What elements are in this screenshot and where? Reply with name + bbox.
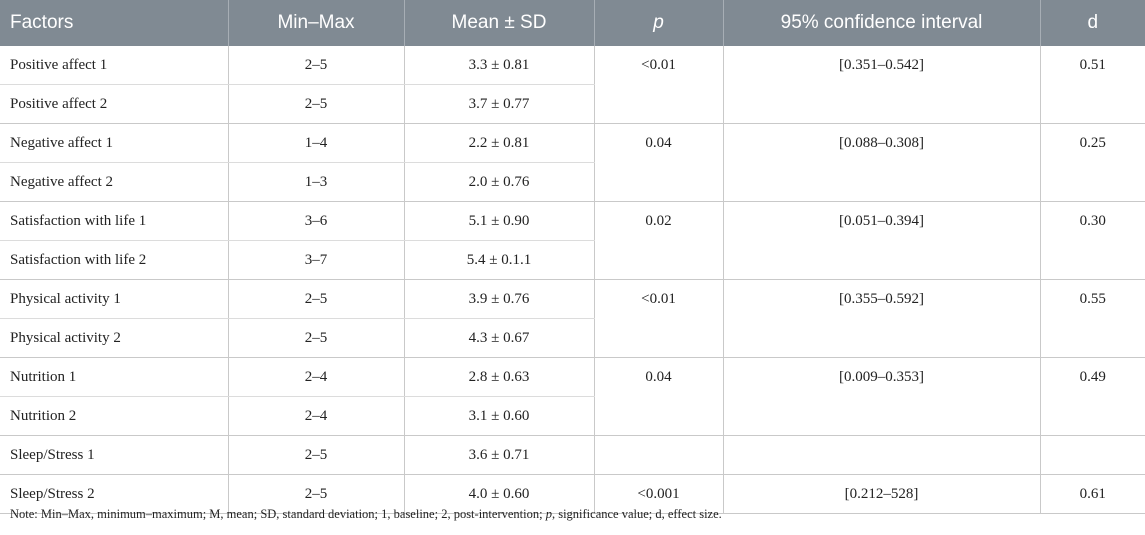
cell-mean-sd: 3.3 ± 0.81 [403,46,594,85]
header-min-max: Min–Max [227,0,404,46]
cell-mean-sd: 4.0 ± 0.60 [403,474,594,514]
statistics-table: Factors Min–Max Mean ± SD p 95% confiden… [0,0,1145,514]
cell-confidence-interval: [0.355–0.592] [722,279,1040,358]
cell-d: 0.30 [1039,201,1145,280]
cell-p [593,435,723,475]
table-row: Sleep/Stress 2 2–5 4.0 ± 0.60 <0.001 [0.… [0,474,1145,514]
cell-p: 0.04 [593,357,723,436]
cell-confidence-interval: [0.051–0.394] [722,201,1040,280]
header-row: Factors Min–Max Mean ± SD p 95% confiden… [0,0,1145,46]
header-factors: Factors [0,0,228,46]
cell-p: 0.04 [593,123,723,202]
cell-p: <0.01 [593,46,723,124]
cell-min-max: 3–7 [227,240,404,280]
cell-mean-sd: 2.2 ± 0.81 [403,123,594,163]
table-row: Negative affect 1 1–4 2.2 ± 0.81 0.04 [0… [0,123,1145,202]
cell-d [1039,435,1145,475]
cell-mean-sd: 5.4 ± 0.1.1 [403,240,594,280]
cell-confidence-interval [722,435,1040,475]
cell-factor: Satisfaction with life 2 [0,240,228,280]
table-note: Note: Min–Max, minimum–maximum; M, mean;… [10,507,722,522]
cell-mean-sd: 3.6 ± 0.71 [403,435,594,475]
header-mean-sd: Mean ± SD [403,0,594,46]
cell-factor: Negative affect 2 [0,162,228,202]
note-p-symbol: p [545,507,552,521]
cell-d: 0.51 [1039,46,1145,124]
cell-factor: Physical activity 1 [0,279,228,319]
header-p: p [593,0,723,46]
table-row: Satisfaction with life 2 3–7 5.4 ± 0.1.1 [0,240,1145,280]
cell-min-max: 2–5 [227,84,404,124]
cell-factor: Positive affect 1 [0,46,228,85]
cell-factor: Physical activity 2 [0,318,228,358]
cell-confidence-interval: [0.351–0.542] [722,46,1040,124]
cell-p: <0.01 [593,279,723,358]
table-row: Physical activity 2 2–5 4.3 ± 0.67 [0,318,1145,358]
cell-factor: Sleep/Stress 2 [0,474,228,514]
cell-min-max: 2–5 [227,318,404,358]
cell-confidence-interval: [0.088–0.308] [722,123,1040,202]
cell-min-max: 3–6 [227,201,404,241]
table-row: Positive affect 2 2–5 3.7 ± 0.77 [0,84,1145,124]
cell-mean-sd: 2.0 ± 0.76 [403,162,594,202]
cell-factor: Nutrition 2 [0,396,228,436]
table-row: Positive affect 1 2–5 3.3 ± 0.81 <0.01 [… [0,46,1145,124]
cell-mean-sd: 5.1 ± 0.90 [403,201,594,241]
table-row: Nutrition 2 2–4 3.1 ± 0.60 [0,396,1145,436]
table-row: Nutrition 1 2–4 2.8 ± 0.63 0.04 [0.009–0… [0,357,1145,436]
table-row: Physical activity 1 2–5 3.9 ± 0.76 <0.01… [0,279,1145,358]
cell-p: 0.02 [593,201,723,280]
cell-min-max: 2–5 [227,279,404,319]
header-d: d [1039,0,1145,46]
cell-factor: Positive affect 2 [0,84,228,124]
cell-min-max: 2–5 [227,474,404,514]
cell-factor: Sleep/Stress 1 [0,435,228,475]
cell-confidence-interval: [0.212–528] [722,474,1040,514]
cell-mean-sd: 2.8 ± 0.63 [403,357,594,397]
cell-min-max: 1–3 [227,162,404,202]
cell-mean-sd: 3.1 ± 0.60 [403,396,594,436]
cell-min-max: 2–4 [227,396,404,436]
cell-min-max: 2–5 [227,46,404,85]
cell-d: 0.25 [1039,123,1145,202]
table-row: Sleep/Stress 1 2–5 3.6 ± 0.71 [0,435,1145,475]
cell-d: 0.55 [1039,279,1145,358]
table-row: Negative affect 2 1–3 2.0 ± 0.76 [0,162,1145,202]
cell-d: 0.49 [1039,357,1145,436]
header-confidence-interval: 95% confidence interval [722,0,1040,46]
cell-min-max: 2–4 [227,357,404,397]
cell-factor: Negative affect 1 [0,123,228,163]
cell-factor: Satisfaction with life 1 [0,201,228,241]
cell-mean-sd: 3.9 ± 0.76 [403,279,594,319]
cell-min-max: 2–5 [227,435,404,475]
cell-mean-sd: 4.3 ± 0.67 [403,318,594,358]
cell-p: <0.001 [593,474,723,514]
note-text-2: , significance value; d, effect size. [551,507,722,521]
note-text-1: Note: Min–Max, minimum–maximum; M, mean;… [10,507,546,521]
cell-min-max: 1–4 [227,123,404,163]
cell-factor: Nutrition 1 [0,357,228,397]
cell-d: 0.61 [1039,474,1145,514]
cell-mean-sd: 3.7 ± 0.77 [403,84,594,124]
cell-confidence-interval: [0.009–0.353] [722,357,1040,436]
table-row: Satisfaction with life 1 3–6 5.1 ± 0.90 … [0,201,1145,280]
